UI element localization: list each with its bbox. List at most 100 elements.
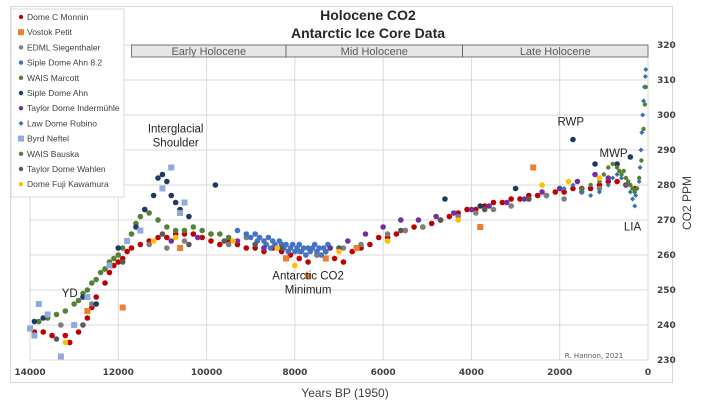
data-point <box>521 196 528 202</box>
data-point <box>570 182 576 188</box>
data-point <box>252 231 258 237</box>
data-point <box>190 231 197 237</box>
data-point <box>619 175 625 181</box>
annotation-label: LIA <box>624 222 642 234</box>
data-point <box>627 154 634 160</box>
legend-entry: WAIS Marcott <box>18 73 80 83</box>
data-point <box>561 186 567 191</box>
legend-label: Vostok Petit <box>27 27 73 37</box>
data-point <box>289 241 296 248</box>
series-taylor-dome-wahlen <box>53 196 532 342</box>
data-points <box>27 67 649 360</box>
data-point <box>420 224 426 230</box>
legend-label: WAIS Bauska <box>27 149 79 159</box>
data-point <box>340 259 347 265</box>
data-point <box>71 301 77 307</box>
legend-box <box>10 8 125 198</box>
data-point <box>633 193 639 198</box>
data-point <box>208 231 214 237</box>
data-point <box>614 172 620 177</box>
data-point <box>565 178 572 185</box>
legend-marker <box>18 29 24 36</box>
data-point <box>384 238 391 244</box>
data-point <box>588 182 593 188</box>
data-point <box>106 269 113 276</box>
data-point <box>642 74 648 79</box>
legend-entry: Law Dome Rubino <box>18 118 97 128</box>
legend-marker <box>18 75 24 81</box>
data-point <box>75 329 82 335</box>
data-point <box>305 273 312 279</box>
data-point <box>606 165 611 170</box>
x-tick-label: 6000 <box>371 368 396 378</box>
data-point <box>636 179 642 184</box>
legend-entry: Siple Dome Ahn <box>18 88 88 98</box>
data-point <box>490 206 497 213</box>
data-point <box>62 332 69 339</box>
data-point <box>450 210 457 216</box>
y-axis-ticks: 230 240 250 260 270 280 290 300 310 320 <box>657 41 676 366</box>
x-tick-label: 0 <box>645 368 651 378</box>
data-point <box>49 332 55 339</box>
data-point <box>58 322 64 328</box>
series-taylor-dome-inderm-hle <box>168 171 612 251</box>
y-tick-label: 320 <box>657 41 676 51</box>
data-point <box>124 238 131 244</box>
data-point <box>561 196 567 202</box>
data-point <box>402 227 409 234</box>
data-point <box>155 175 161 181</box>
data-point <box>252 241 258 248</box>
x-tick-label: 10000 <box>191 368 222 378</box>
data-point <box>168 164 175 171</box>
series-siple-dome-ahn <box>31 136 634 325</box>
data-point <box>53 336 60 342</box>
data-point <box>327 245 333 251</box>
legend: Dome C Monnin Vostok Petit EDML Siegenthal… <box>10 8 125 198</box>
data-point <box>221 238 228 244</box>
series-dome-fuji-kawamura <box>62 175 603 346</box>
data-point <box>66 339 73 346</box>
period-band <box>462 44 649 58</box>
data-point <box>261 245 267 251</box>
data-point <box>477 203 484 209</box>
y-tick-label: 290 <box>657 146 676 156</box>
data-point <box>181 199 188 206</box>
data-point <box>93 276 100 283</box>
data-point <box>44 311 51 318</box>
data-point <box>133 224 139 230</box>
period-bands: Early Holocene Mid Holocene Late Holocene <box>131 44 649 58</box>
data-point <box>283 255 290 262</box>
series-wais-marcott <box>36 206 232 325</box>
data-point <box>31 318 38 325</box>
data-point <box>375 234 382 241</box>
data-point <box>75 297 82 304</box>
x-axis-title: Years BP (1950) <box>301 386 388 400</box>
data-point <box>186 241 192 248</box>
data-point <box>477 224 484 230</box>
legend-label: Dome C Monnin <box>27 12 89 22</box>
data-point <box>247 234 254 241</box>
data-point <box>428 220 435 227</box>
data-point <box>592 171 598 178</box>
period-label: Early Holocene <box>171 46 246 58</box>
annotation-label: Antarctic CO2 <box>272 271 344 283</box>
data-point <box>345 238 351 244</box>
data-point <box>172 199 179 206</box>
y-tick-label: 250 <box>657 286 676 296</box>
legend-label: Taylor Dome Indermühle <box>27 103 120 113</box>
data-point <box>614 178 620 185</box>
x-tick-label: 8000 <box>282 368 307 378</box>
data-point <box>137 213 144 220</box>
data-point <box>621 168 626 174</box>
legend-label: EDML Siegenthaler <box>27 42 101 52</box>
legend-entry: WAIS Bauska <box>18 149 79 159</box>
data-point <box>119 259 126 265</box>
data-point <box>111 262 117 269</box>
data-point <box>579 186 584 191</box>
data-point <box>137 241 144 248</box>
data-point <box>534 192 541 199</box>
data-point <box>503 199 510 206</box>
data-point <box>543 192 550 199</box>
data-point <box>336 248 342 255</box>
data-point <box>637 165 643 170</box>
